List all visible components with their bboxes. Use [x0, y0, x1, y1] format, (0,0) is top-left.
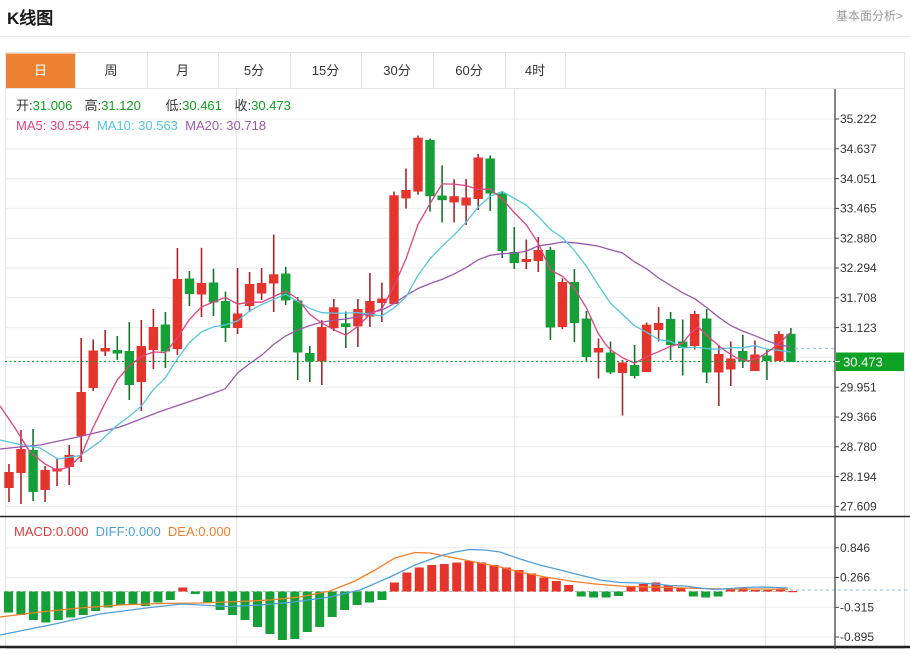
svg-text:月: 月: [176, 63, 189, 78]
svg-text:29.366: 29.366: [840, 410, 877, 424]
svg-text:周: 周: [104, 63, 117, 78]
svg-text:27.609: 27.609: [840, 500, 877, 514]
svg-text:0.266: 0.266: [840, 571, 870, 585]
svg-text:K线图: K线图: [7, 8, 53, 28]
svg-text:28.780: 28.780: [840, 440, 877, 454]
svg-text:0.846: 0.846: [840, 541, 870, 555]
svg-text:低:30.461: 低:30.461: [166, 98, 222, 113]
svg-text:31.708: 31.708: [840, 291, 877, 305]
svg-text:收:30.473: 收:30.473: [235, 98, 291, 113]
svg-text:高:31.120: 高:31.120: [85, 98, 141, 113]
svg-text:-0.315: -0.315: [840, 601, 874, 615]
svg-text:4时: 4时: [525, 63, 545, 78]
svg-text:15分: 15分: [312, 63, 339, 78]
svg-text:28.194: 28.194: [840, 470, 877, 484]
svg-text:35.222: 35.222: [840, 112, 877, 126]
svg-text:日: 日: [34, 63, 47, 78]
svg-text:-0.895: -0.895: [840, 630, 874, 644]
svg-text:30分: 30分: [383, 63, 410, 78]
svg-text:29.951: 29.951: [840, 380, 877, 394]
svg-text:MACD:0.000 DIFF:0.000 DEA:0.: MACD:0.000 DIFF:0.000 DEA:0.000: [14, 524, 231, 539]
svg-text:32.880: 32.880: [840, 231, 877, 245]
svg-text:33.465: 33.465: [840, 202, 877, 216]
svg-text:30.473: 30.473: [843, 354, 883, 369]
svg-text:34.051: 34.051: [840, 172, 877, 186]
svg-text:60分: 60分: [455, 63, 482, 78]
svg-text:34.637: 34.637: [840, 142, 877, 156]
svg-text:基本面分析>: 基本面分析>: [836, 9, 903, 23]
svg-text:31.123: 31.123: [840, 321, 877, 335]
svg-text:5分: 5分: [244, 63, 264, 78]
svg-text:开:31.006: 开:31.006: [16, 98, 72, 113]
svg-text:32.294: 32.294: [840, 261, 877, 275]
svg-text:MA5: 30.554 MA10: 30.563 MA2: MA5: 30.554 MA10: 30.563 MA20: 30.718: [16, 118, 266, 133]
